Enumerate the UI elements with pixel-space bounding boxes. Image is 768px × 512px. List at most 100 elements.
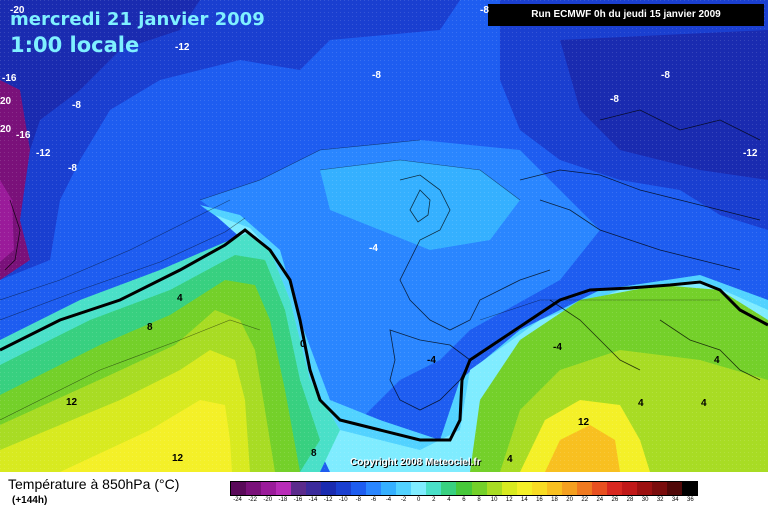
scale-swatch [501, 482, 517, 495]
scale-swatch [276, 482, 292, 495]
scale-swatch [261, 482, 277, 495]
scale-tick-label: -20 [263, 497, 273, 503]
isotherm-label: 4 [701, 398, 707, 409]
scale-tick-label: 32 [656, 497, 664, 503]
scale-swatch [546, 482, 562, 495]
scale-tick-label: 28 [626, 497, 634, 503]
coastlines [4, 109, 761, 411]
scale-tick-label: 12 [505, 497, 513, 503]
scale-swatch [591, 482, 607, 495]
legend-panel: Température à 850hPa (°C) (+144h) -24 -22… [0, 472, 768, 512]
isotherm-label: 20 [0, 96, 12, 107]
scale-swatch [351, 482, 367, 495]
scale-tick-label: 20 [566, 497, 573, 503]
isotherm-label: 12 [172, 453, 184, 464]
scale-swatch [621, 482, 637, 495]
scale-tick-label: 6 [462, 497, 466, 503]
scale-swatch [636, 482, 652, 495]
scale-swatch [411, 482, 427, 495]
scale-swatch [456, 482, 472, 495]
forecast-date: mercredi 21 janvier 2009 [10, 9, 265, 30]
scale-swatch [246, 482, 262, 495]
scale-ticks: -24 -22 -20 -18 -16 -14 -12 -10 -8 -6 -4 -2 0 2 4 6 8 10 1… [230, 497, 698, 503]
isotherm-label: 4 [638, 398, 644, 409]
scale-tick-label: 16 [536, 497, 543, 503]
legend-title: Température à 850hPa (°C) [8, 476, 180, 492]
scale-tick-label: 30 [641, 497, 649, 503]
isotherm-label: 4 [714, 355, 720, 366]
scale-swatch [441, 482, 457, 495]
scale-tick-label: 2 [432, 497, 436, 503]
scale-swatch [381, 482, 397, 495]
isotherm-label: 8 [311, 448, 317, 459]
isotherm-label: -12 [175, 42, 190, 53]
scale-swatch [426, 482, 442, 495]
isotherm-label: -20 [10, 5, 25, 16]
isotherm-label: -8 [72, 100, 81, 111]
isotherm-label: 12 [578, 417, 590, 428]
scale-swatch [336, 482, 352, 495]
scale-swatch [321, 482, 337, 495]
copyright-text: Copyright 2008 Meteociel.fr [350, 457, 481, 468]
scale-tick-label: -24 [233, 497, 242, 503]
isotherm-label: 4 [177, 293, 183, 304]
model-run-label: Run ECMWF 0h du jeudi 15 janvier 2009 [488, 4, 764, 26]
scale-tick-label: 18 [551, 497, 558, 503]
scale-swatch [576, 482, 592, 495]
isotherm-label: -4 [427, 355, 436, 366]
scale-tick-label: -14 [308, 497, 318, 503]
scale-tick-label: -8 [355, 497, 361, 503]
isotherm-label: 4 [507, 454, 513, 465]
isotherm-label: 20 [0, 124, 12, 135]
grid-texture [0, 0, 768, 472]
scale-swatch [606, 482, 622, 495]
scale-tick-label: -2 [400, 497, 407, 503]
forecast-time: 1:00 locale [10, 33, 140, 57]
scale-tick-label: 4 [447, 497, 451, 503]
scale-swatch [396, 482, 412, 495]
isotherm-label: 0 [300, 339, 306, 350]
map-canvas [0, 0, 768, 472]
isotherm-label: -8 [610, 94, 619, 105]
scale-tick-label: -12 [323, 497, 333, 503]
scale-swatch [666, 482, 682, 495]
isotherm-label: -16 [16, 130, 31, 141]
scale-swatch [306, 482, 322, 495]
scale-tick-label: -18 [278, 497, 288, 503]
scale-swatch [531, 482, 547, 495]
scale-tick-label: -4 [385, 497, 392, 503]
scale-swatch [486, 482, 502, 495]
isotherm-lines [0, 139, 720, 421]
scale-tick-label: -22 [248, 497, 257, 503]
legend-subtitle: (+144h) [12, 495, 48, 506]
scale-swatch [681, 482, 697, 495]
isotherm-label: 8 [147, 322, 153, 333]
scale-tick-label: -10 [338, 497, 348, 503]
isotherm-label: -8 [372, 70, 381, 81]
isotherm-label: -8 [661, 70, 670, 81]
temperature-map [0, 0, 768, 472]
scale-tick-label: 36 [687, 497, 694, 503]
isotherm-label: 12 [66, 397, 78, 408]
scale-tick-label: 24 [596, 497, 604, 503]
scale-swatch [471, 482, 487, 495]
isotherm-label: -12 [36, 148, 51, 159]
scale-tick-label: 26 [611, 497, 619, 503]
isotherm-label: -4 [553, 342, 562, 353]
isotherm-label: -12 [743, 148, 758, 159]
scale-tick-label: -16 [293, 497, 303, 503]
isotherm-label: -16 [2, 73, 17, 84]
scale-swatch [561, 482, 577, 495]
scale-swatch [231, 482, 247, 495]
scale-tick-label: 10 [490, 497, 498, 503]
scale-swatch [516, 482, 532, 495]
scale-tick-label: 14 [520, 497, 528, 503]
scale-tick-label: 0 [417, 497, 421, 503]
isotherm-label: -8 [68, 163, 77, 174]
isotherm-label: -4 [369, 243, 378, 254]
scale-swatch [366, 482, 382, 495]
scale-tick-label: 22 [581, 497, 589, 503]
scale-swatch [651, 482, 667, 495]
scale-tick-label: 8 [477, 497, 481, 503]
scale-tick-label: 34 [671, 497, 679, 503]
